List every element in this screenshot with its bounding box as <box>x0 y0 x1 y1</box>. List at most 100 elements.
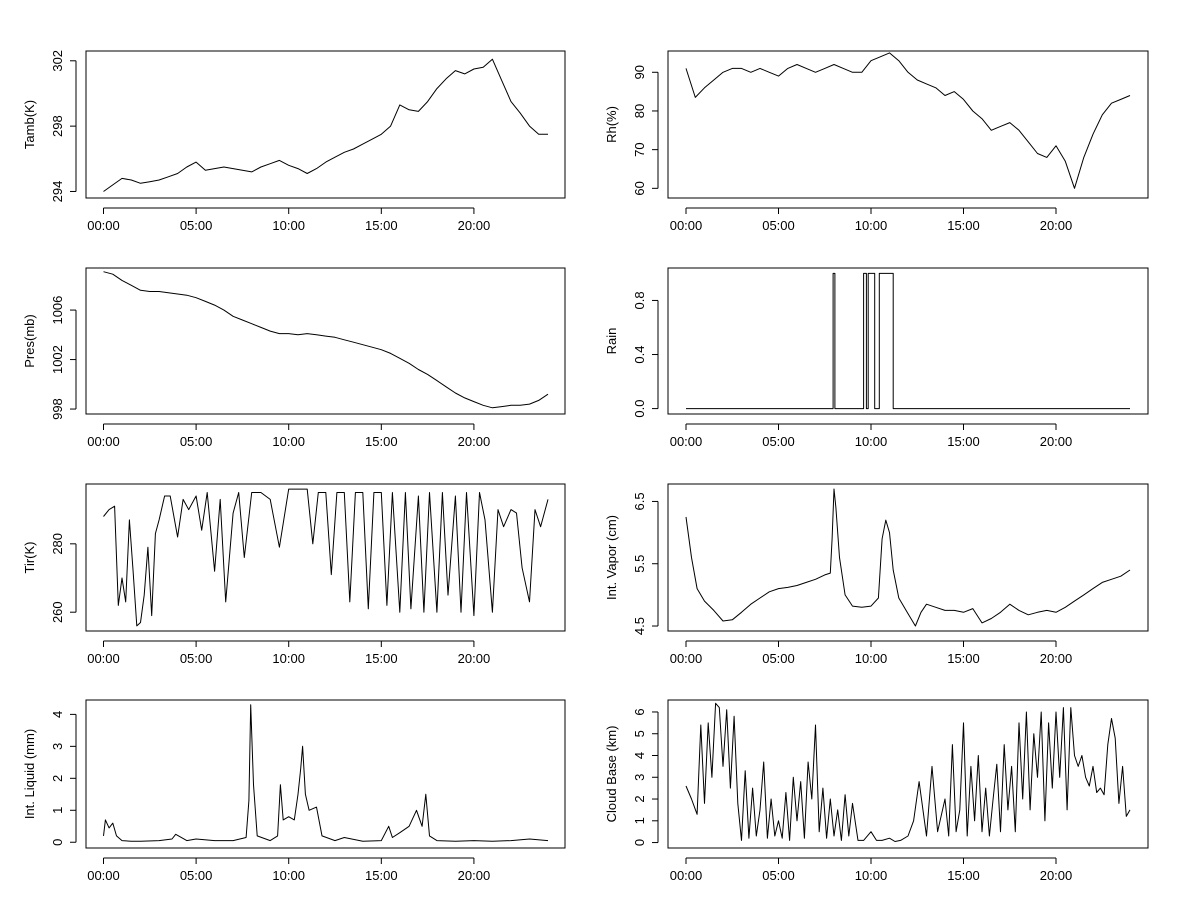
x-tick-label: 20:00 <box>1040 218 1073 233</box>
y-axis-label: Int. Liquid (mm) <box>22 729 37 819</box>
plot-frame <box>85 699 566 849</box>
y-axis-label: Int. Vapor (cm) <box>604 515 619 600</box>
x-tick-label: 15:00 <box>947 218 980 233</box>
x-tick-label: 10:00 <box>855 651 888 666</box>
series-line <box>103 58 548 192</box>
x-tick-label: 20:00 <box>1040 868 1073 883</box>
panel-6: 00:00 05:00 10:00 15:00 20:00 4.5 5.5 6.5 Int. V… <box>604 483 1149 666</box>
series-line <box>685 488 1131 627</box>
x-tick-label: 05:00 <box>762 218 795 233</box>
x-tick-label: 05:00 <box>762 434 795 449</box>
series-line <box>103 488 549 627</box>
x-tick-label: 00:00 <box>87 868 120 883</box>
x-tick-label: 05:00 <box>762 651 795 666</box>
y-tick-label: 4 <box>50 711 65 718</box>
y-tick-label: 90 <box>632 65 647 79</box>
series-line <box>686 272 1130 410</box>
y-tick-label: 1 <box>632 817 647 824</box>
y-tick-label: 5 <box>632 730 647 737</box>
series-line <box>103 704 549 842</box>
y-axis-label: Rain <box>604 328 619 355</box>
x-tick-label: 15:00 <box>947 868 980 883</box>
plot-frame <box>85 267 566 415</box>
x-tick-label: 05:00 <box>762 868 795 883</box>
y-tick-label: 0 <box>50 839 65 846</box>
y-tick-label: 2 <box>50 775 65 782</box>
panel-5: 00:00 05:00 10:00 15:00 20:00 260 280 Tir(K) <box>22 483 566 666</box>
x-tick-label: 15:00 <box>365 218 398 233</box>
y-tick-label: 3 <box>632 774 647 781</box>
plot-frame <box>667 267 1149 415</box>
plot-frame <box>667 483 1149 632</box>
x-tick-label: 10:00 <box>855 868 888 883</box>
y-tick-label: 302 <box>50 50 65 72</box>
panel-7: 00:00 05:00 10:00 15:00 20:00 0 1 2 3 4 Int. Liqui… <box>22 699 566 883</box>
panel-8: 00:00 05:00 10:00 15:00 20:00 0 1 2 3 4 5 6 Cloud Ba… <box>604 699 1149 883</box>
x-tick-label: 10:00 <box>272 651 305 666</box>
x-tick-label: 15:00 <box>365 651 398 666</box>
y-tick-label: 1 <box>50 807 65 814</box>
y-tick-label: 4 <box>632 752 647 759</box>
y-axis-label: Tamb(K) <box>22 100 37 149</box>
x-tick-label: 00:00 <box>670 651 703 666</box>
y-axis-label: Pres(mb) <box>22 314 37 367</box>
y-tick-label: 60 <box>632 181 647 195</box>
panel-1: 00:00 05:00 10:00 15:00 20:00 294 298 302 Tamb(K… <box>22 50 566 233</box>
x-tick-label: 20:00 <box>1040 434 1073 449</box>
y-tick-label: 298 <box>50 115 65 137</box>
x-tick-label: 10:00 <box>855 218 888 233</box>
x-tick-label: 15:00 <box>947 434 980 449</box>
y-tick-label: 4.5 <box>632 617 647 635</box>
y-tick-label: 1006 <box>50 296 65 325</box>
y-tick-label: 3 <box>50 743 65 750</box>
plot-frame <box>667 699 1149 849</box>
x-tick-label: 00:00 <box>670 868 703 883</box>
x-tick-label: 10:00 <box>855 434 888 449</box>
y-tick-label: 6 <box>632 708 647 715</box>
x-tick-label: 10:00 <box>272 218 305 233</box>
y-tick-label: 0.0 <box>632 400 647 418</box>
x-tick-label: 00:00 <box>87 651 120 666</box>
y-tick-label: 5.5 <box>632 555 647 573</box>
y-tick-label: 998 <box>50 398 65 420</box>
plot-frame <box>667 50 1149 199</box>
x-tick-label: 15:00 <box>365 868 398 883</box>
y-tick-label: 1002 <box>50 345 65 374</box>
y-axis-label: Rh(%) <box>604 106 619 143</box>
y-tick-label: 0.4 <box>632 345 647 363</box>
series-line <box>103 271 549 409</box>
x-tick-label: 20:00 <box>458 434 491 449</box>
x-tick-label: 05:00 <box>180 651 213 666</box>
plot-frame <box>85 483 566 632</box>
y-tick-label: 2 <box>632 795 647 802</box>
y-axis-label: Cloud Base (km) <box>604 726 619 823</box>
y-tick-label: 70 <box>632 142 647 156</box>
x-tick-label: 10:00 <box>272 868 305 883</box>
panel-3: 00:00 05:00 10:00 15:00 20:00 998 1002 1006 Pres… <box>22 267 566 449</box>
x-tick-label: 15:00 <box>947 651 980 666</box>
x-tick-label: 20:00 <box>458 868 491 883</box>
y-axis-label: Tir(K) <box>22 541 37 573</box>
x-tick-label: 00:00 <box>670 218 703 233</box>
y-tick-label: 0 <box>632 839 647 846</box>
x-tick-label: 20:00 <box>1040 651 1073 666</box>
x-tick-label: 20:00 <box>458 651 491 666</box>
x-tick-label: 05:00 <box>180 434 213 449</box>
series-line <box>685 52 1131 189</box>
x-tick-label: 05:00 <box>180 868 213 883</box>
x-tick-label: 10:00 <box>272 434 305 449</box>
y-tick-label: 260 <box>50 601 65 623</box>
x-tick-label: 00:00 <box>87 434 120 449</box>
panel-2: 00:00 05:00 10:00 15:00 20:00 60 70 80 90 Rh(%) <box>604 50 1149 233</box>
x-tick-label: 00:00 <box>87 218 120 233</box>
y-tick-label: 294 <box>50 181 65 203</box>
series-line <box>685 702 1131 842</box>
x-tick-label: 05:00 <box>180 218 213 233</box>
y-tick-label: 80 <box>632 104 647 118</box>
y-tick-label: 0.8 <box>632 291 647 309</box>
y-tick-label: 6.5 <box>632 492 647 510</box>
x-tick-label: 15:00 <box>365 434 398 449</box>
x-tick-label: 00:00 <box>670 434 703 449</box>
x-tick-label: 20:00 <box>458 218 491 233</box>
